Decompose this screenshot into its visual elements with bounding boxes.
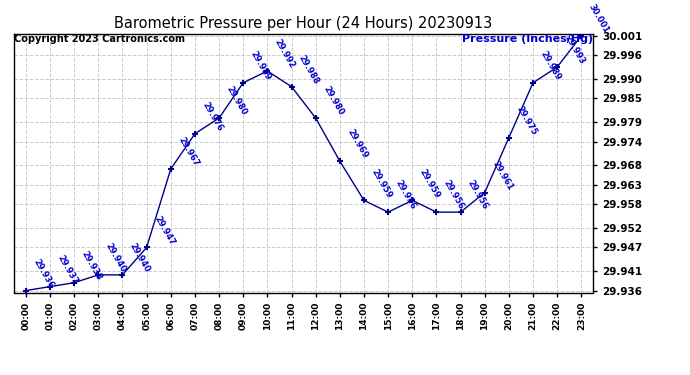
Text: 29.992: 29.992 — [273, 38, 297, 70]
Text: 29.967: 29.967 — [177, 136, 200, 168]
Text: 29.993: 29.993 — [563, 34, 586, 66]
Text: 29.969: 29.969 — [346, 128, 369, 160]
Text: 29.989: 29.989 — [249, 50, 273, 82]
Text: 29.959: 29.959 — [370, 167, 393, 200]
Title: Barometric Pressure per Hour (24 Hours) 20230913: Barometric Pressure per Hour (24 Hours) … — [115, 16, 493, 31]
Text: 29.956: 29.956 — [442, 179, 466, 212]
Text: 29.937: 29.937 — [56, 254, 79, 286]
Text: Pressure (Inches/Hg): Pressure (Inches/Hg) — [462, 34, 593, 44]
Text: 29.980: 29.980 — [225, 85, 248, 117]
Text: Copyright 2023 Cartronics.com: Copyright 2023 Cartronics.com — [14, 34, 185, 44]
Text: 29.975: 29.975 — [515, 104, 538, 137]
Text: 29.940: 29.940 — [128, 242, 152, 274]
Text: 29.980: 29.980 — [322, 85, 345, 117]
Text: 29.989: 29.989 — [539, 50, 562, 82]
Text: 29.988: 29.988 — [297, 54, 321, 86]
Text: 29.940: 29.940 — [104, 242, 128, 274]
Text: 29.947: 29.947 — [152, 214, 176, 247]
Text: 29.976: 29.976 — [201, 100, 224, 133]
Text: 30.001: 30.001 — [587, 3, 611, 35]
Text: 29.961: 29.961 — [491, 159, 514, 192]
Text: 29.956: 29.956 — [394, 179, 417, 212]
Text: 29.938: 29.938 — [80, 250, 104, 282]
Text: 29.956: 29.956 — [466, 179, 490, 212]
Text: 29.959: 29.959 — [418, 167, 442, 200]
Text: 29.936: 29.936 — [32, 257, 55, 290]
